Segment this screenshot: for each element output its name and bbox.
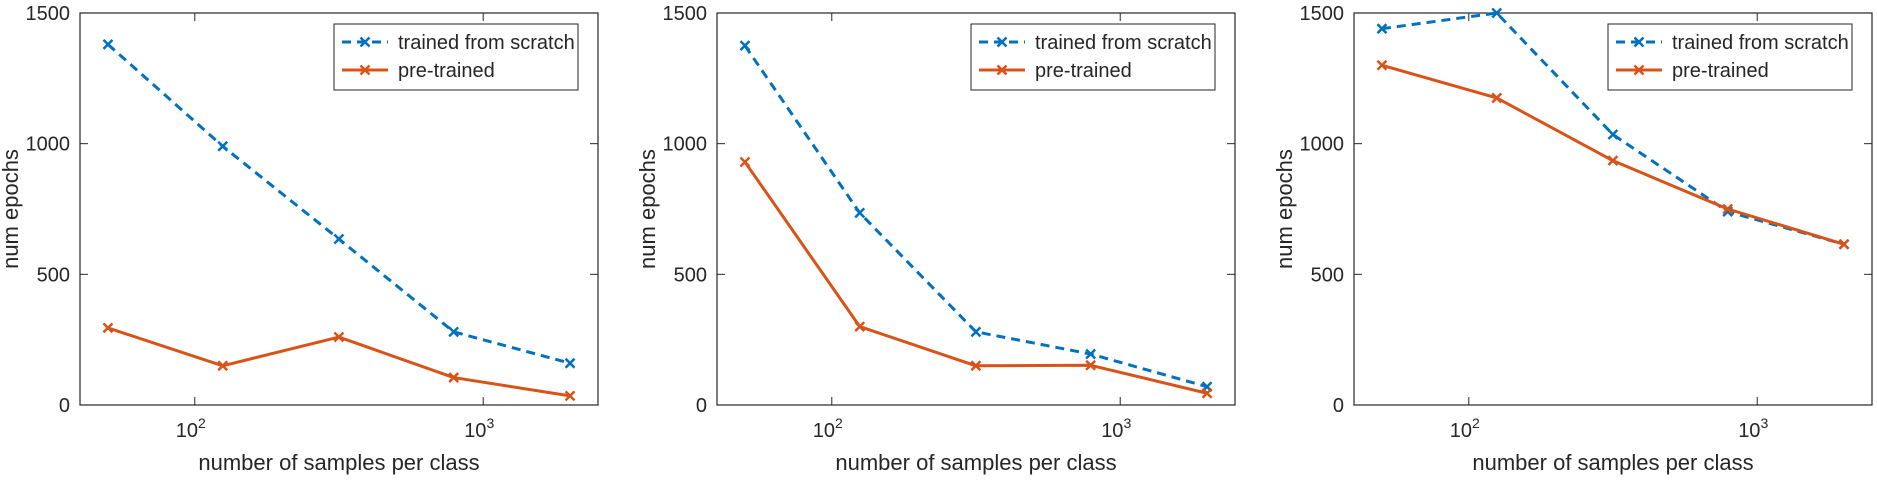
legend-label: pre-trained [398,60,495,82]
data-point [1607,155,1619,167]
chart-panel-3: 0 500 1000 1500 102 103 number of samples per … [1272,3,1873,475]
legend-marker [359,64,371,76]
legend-marker [996,64,1008,76]
data-point [1491,7,1503,19]
data-point [1085,359,1097,371]
y-tick-label: 0 [59,395,70,417]
y-tick-label: 0 [1333,395,1344,417]
y-tick-label: 1500 [663,3,708,25]
y-tick-label: 0 [696,395,707,417]
legend-box [970,23,1216,91]
y-tick-label: 500 [37,264,70,286]
legend: trained from scratch pre-trained [1607,23,1853,91]
legend-marker [1633,36,1645,48]
x-tick-label: 102 [1450,415,1480,442]
legend: trained from scratch pre-trained [333,23,579,91]
x-tick-label: 102 [813,415,843,442]
y-tick-label: 500 [674,264,707,286]
data-point [1376,23,1388,35]
legend-label: pre-trained [1672,60,1769,82]
data-point [448,326,460,338]
y-tick-label: 1000 [1300,134,1345,156]
data-point [333,233,345,245]
data-point [739,40,751,52]
data-point [217,360,229,372]
legend-box [333,23,579,91]
data-point [564,390,576,402]
y-tick-label: 1500 [26,3,71,25]
data-point [564,357,576,369]
y-tick-label: 1000 [26,134,71,156]
y-axis-label: num epochs [635,149,660,269]
legend-label: trained from scratch [1035,32,1212,54]
y-axis-label: num epochs [1272,149,1297,269]
data-point [970,326,982,338]
series-2 [102,322,576,402]
x-tick-label: 103 [1101,415,1131,442]
data-point [970,360,982,372]
data-point [102,322,114,334]
y-tick-label: 1000 [663,134,708,156]
data-point [1607,129,1619,140]
series-line [743,44,1208,389]
data-point [739,156,751,168]
data-point [1491,92,1503,104]
y-axis-label: num epochs [0,149,23,269]
legend-label: trained from scratch [1672,32,1849,54]
x-tick-label: 103 [464,415,494,442]
x-tick-label: 103 [1738,415,1768,442]
legend-marker [1633,64,1645,76]
series-line [1381,11,1845,246]
legend-box [1607,23,1853,91]
legend-label: pre-trained [1035,60,1132,82]
data-point [217,140,229,152]
x-axis-label: number of samples per class [198,450,479,475]
x-axis-label: number of samples per class [835,450,1116,475]
legend-marker [996,36,1008,48]
series-2 [1376,59,1850,250]
chart-panel-1: 0 500 1000 1500 102 103 number of samples per … [0,3,599,475]
data-point [854,207,866,219]
x-tick-label: 102 [176,415,206,442]
data-point [854,321,866,332]
series-2 [739,156,1213,399]
data-point [102,38,114,50]
data-point [1838,238,1850,250]
y-tick-label: 1500 [1300,3,1345,25]
data-point [1201,387,1213,399]
data-point [1722,203,1734,215]
chart-panel-2: 0 500 1000 1500 102 103 number of samples per … [635,3,1236,475]
data-point [333,331,345,343]
data-point [1376,59,1388,71]
data-point [1085,348,1097,360]
series-1 [102,38,576,369]
y-tick-label: 500 [1311,264,1344,286]
legend-marker [359,36,371,48]
legend-label: trained from scratch [398,32,575,54]
data-point [448,372,460,383]
x-axis-label: number of samples per class [1472,450,1753,475]
legend: trained from scratch pre-trained [970,23,1216,91]
